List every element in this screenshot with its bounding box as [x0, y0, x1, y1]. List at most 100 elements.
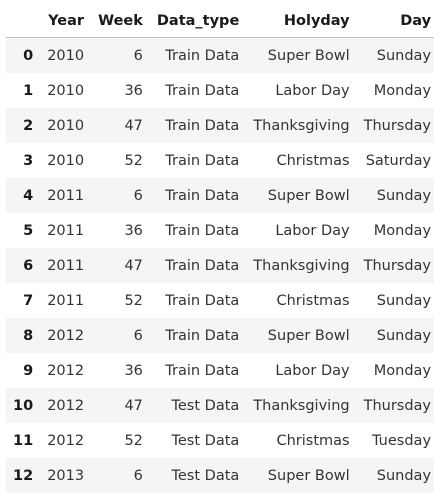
year-cell: 2012	[47, 432, 85, 449]
row-index: 3	[23, 152, 34, 169]
week-cell: 36	[124, 222, 143, 239]
data-type-cell: Train Data	[165, 327, 240, 344]
week-cell: 36	[124, 82, 143, 99]
year-cell: 2011	[47, 257, 85, 274]
day-cell: Saturday	[365, 152, 432, 169]
day-cell: Monday	[373, 362, 432, 379]
column-header-week: Week	[91, 5, 150, 38]
index-column-header	[6, 5, 41, 38]
week-cell: 47	[124, 397, 143, 414]
day-cell: Sunday	[376, 327, 432, 344]
data-type-cell: Train Data	[165, 117, 240, 134]
week-cell: 52	[124, 432, 143, 449]
table-row: 7 2011 52 Train Data Christmas Sunday	[6, 283, 434, 318]
holyday-cell: Super Bowl	[267, 47, 350, 64]
holyday-cell: Labor Day	[275, 222, 350, 239]
year-cell: 2012	[47, 397, 85, 414]
data-type-cell: Train Data	[165, 292, 240, 309]
day-cell: Sunday	[376, 47, 432, 64]
data-type-cell: Train Data	[165, 187, 240, 204]
year-cell: 2011	[47, 292, 85, 309]
table-header: Year Week Data_type Holyday Day	[6, 5, 434, 38]
holyday-cell: Christmas	[276, 432, 350, 449]
row-index: 2	[23, 117, 34, 134]
year-cell: 2010	[47, 47, 85, 64]
table-row: 4 2011 6 Train Data Super Bowl Sunday	[6, 178, 434, 213]
week-cell: 6	[133, 47, 143, 64]
year-cell: 2012	[47, 327, 85, 344]
day-cell: Tuesday	[372, 432, 432, 449]
week-cell: 47	[124, 117, 143, 134]
table-row: 12 2013 6 Test Data Super Bowl Sunday	[6, 458, 434, 493]
table-row: 5 2011 36 Train Data Labor Day Monday	[6, 213, 434, 248]
holyday-cell: Super Bowl	[267, 467, 350, 484]
column-header-holyday: Holyday	[246, 5, 357, 38]
table-row: 10 2012 47 Test Data Thanksgiving Thursday	[6, 388, 434, 423]
row-index: 1	[23, 82, 34, 99]
row-index: 11	[13, 432, 34, 449]
year-cell: 2012	[47, 362, 85, 379]
data-type-cell: Test Data	[171, 467, 240, 484]
row-index: 10	[13, 397, 34, 414]
header-row: Year Week Data_type Holyday Day	[6, 5, 434, 38]
data-type-cell: Train Data	[165, 47, 240, 64]
year-cell: 2010	[47, 82, 85, 99]
year-cell: 2010	[47, 152, 85, 169]
table-row: 0 2010 6 Train Data Super Bowl Sunday	[6, 37, 434, 73]
row-index: 6	[23, 257, 34, 274]
row-index: 4	[23, 187, 34, 204]
holyday-cell: Christmas	[276, 152, 350, 169]
week-cell: 52	[124, 292, 143, 309]
row-index: 8	[23, 327, 34, 344]
holyday-cell: Thanksgiving	[253, 257, 350, 274]
data-type-cell: Train Data	[165, 152, 240, 169]
table-row: 1 2010 36 Train Data Labor Day Monday	[6, 73, 434, 108]
day-cell: Sunday	[376, 187, 432, 204]
data-type-cell: Train Data	[165, 362, 240, 379]
day-cell: Thursday	[363, 397, 432, 414]
day-cell: Monday	[373, 82, 432, 99]
holyday-cell: Super Bowl	[267, 187, 350, 204]
year-cell: 2011	[47, 222, 85, 239]
data-type-cell: Train Data	[165, 222, 240, 239]
week-cell: 6	[133, 187, 143, 204]
holyday-cell: Thanksgiving	[253, 397, 350, 414]
holyday-cell: Labor Day	[275, 362, 350, 379]
week-cell: 47	[124, 257, 143, 274]
day-cell: Sunday	[376, 467, 432, 484]
day-cell: Thursday	[363, 117, 432, 134]
row-index: 0	[23, 47, 34, 64]
table-row: 8 2012 6 Train Data Super Bowl Sunday	[6, 318, 434, 353]
holyday-cell: Labor Day	[275, 82, 350, 99]
data-type-cell: Train Data	[165, 82, 240, 99]
year-cell: 2011	[47, 187, 85, 204]
data-type-cell: Test Data	[171, 432, 240, 449]
row-index: 12	[13, 467, 34, 484]
week-cell: 6	[133, 467, 143, 484]
day-cell: Monday	[373, 222, 432, 239]
table-row: 11 2012 52 Test Data Christmas Tuesday	[6, 423, 434, 458]
dataframe-table: Year Week Data_type Holyday Day 0 2010 6 Tr…	[6, 5, 434, 493]
data-type-cell: Test Data	[171, 397, 240, 414]
row-index: 9	[23, 362, 34, 379]
column-header-day: Day	[356, 5, 434, 38]
table-row: 3 2010 52 Train Data Christmas Saturday	[6, 143, 434, 178]
week-cell: 6	[133, 327, 143, 344]
week-cell: 36	[124, 362, 143, 379]
day-cell: Thursday	[363, 257, 432, 274]
column-header-year: Year	[40, 5, 92, 38]
data-type-cell: Train Data	[165, 257, 240, 274]
holyday-cell: Super Bowl	[267, 327, 350, 344]
table-row: 9 2012 36 Train Data Labor Day Monday	[6, 353, 434, 388]
table-body: 0 2010 6 Train Data Super Bowl Sunday 1 2010 36 T…	[6, 37, 434, 493]
row-index: 5	[23, 222, 34, 239]
year-cell: 2010	[47, 117, 85, 134]
table-row: 2 2010 47 Train Data Thanksgiving Thursday	[6, 108, 434, 143]
holyday-cell: Christmas	[276, 292, 350, 309]
row-index: 7	[23, 292, 34, 309]
holyday-cell: Thanksgiving	[253, 117, 350, 134]
table-row: 6 2011 47 Train Data Thanksgiving Thursday	[6, 248, 434, 283]
year-cell: 2013	[47, 467, 85, 484]
week-cell: 52	[124, 152, 143, 169]
day-cell: Sunday	[376, 292, 432, 309]
